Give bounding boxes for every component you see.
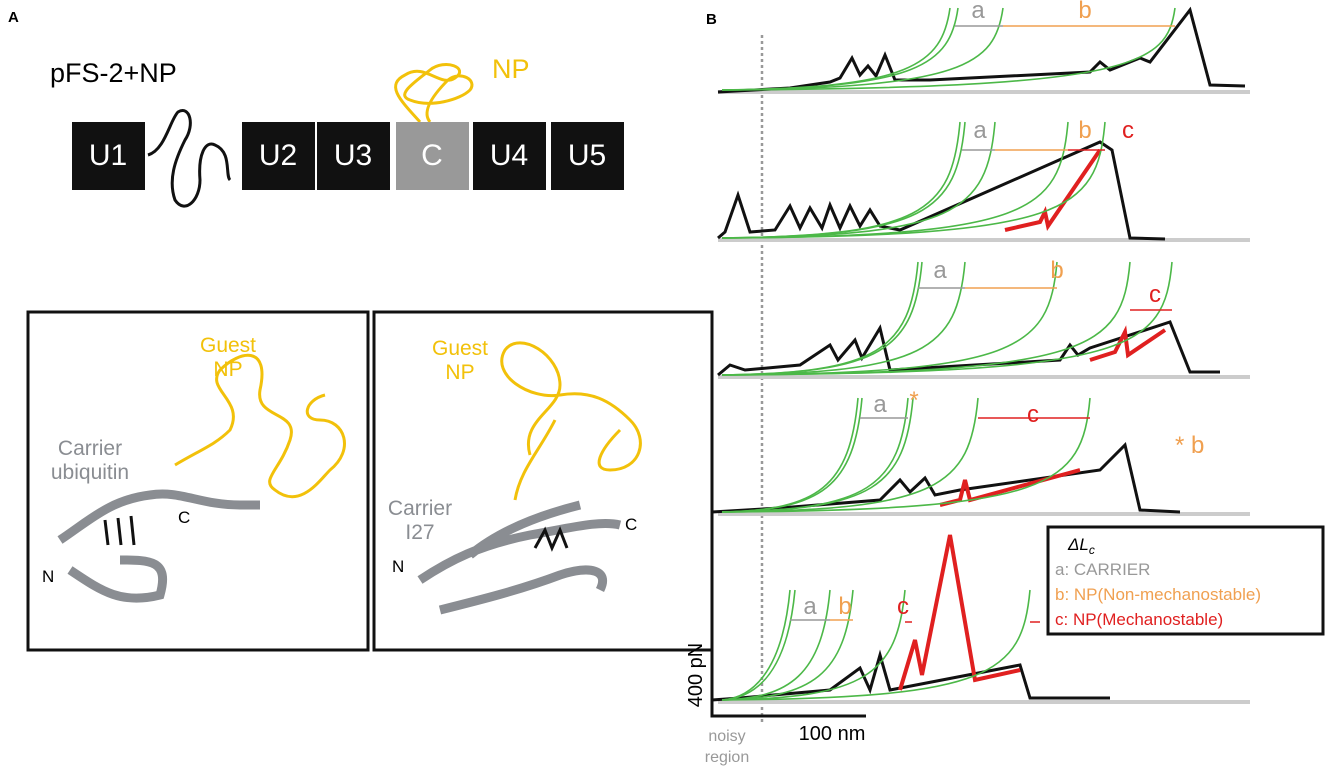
domain-label: U4: [490, 139, 528, 172]
domain-label: U5: [568, 139, 606, 172]
domain-label: U3: [334, 139, 372, 172]
i27-strands: [533, 526, 569, 552]
n-terminus: N: [42, 567, 54, 586]
wlc-fit: [721, 7, 1176, 91]
wlc-fit: [721, 589, 1031, 701]
delta-label: a: [873, 391, 887, 418]
guest-label: Guest: [432, 337, 488, 360]
structure-box: [26, 310, 370, 652]
structure-labels: GuestNPCarrierubiquitinNCGuestNPCarrierI…: [42, 334, 637, 586]
scale-bar: [710, 635, 866, 718]
guest-label: Guest: [200, 334, 256, 357]
wlc-fit: [721, 7, 1004, 91]
domain-chain: U1 U2 U3 C U4 U5: [72, 122, 624, 190]
delta-label: *: [909, 387, 918, 414]
mechanostable-segment: [1089, 325, 1167, 362]
mechanostable-segment: [898, 534, 1021, 691]
wlc-fit: [721, 261, 966, 376]
delta-label: a: [803, 593, 817, 620]
wlc-fit: [721, 397, 979, 513]
force-trace: [717, 140, 1166, 241]
domain-label: C: [421, 139, 443, 172]
noisy-label: noisy: [708, 728, 745, 745]
domain-box: [473, 122, 546, 190]
legend-title-main: ΔL: [1067, 535, 1089, 554]
panel-label: B: [706, 11, 717, 28]
wlc-fit: [721, 397, 1091, 513]
ubiquitin-ribbon: [57, 489, 260, 603]
n-terminus: N: [392, 557, 404, 576]
delta-label: c: [1149, 281, 1161, 308]
length-scale: 100 nm: [799, 723, 866, 745]
wlc-fit: [721, 589, 791, 701]
delta-label: a: [973, 117, 987, 144]
c-terminus: C: [625, 515, 637, 534]
wlc-fit: [721, 397, 914, 513]
force-trace: [717, 6, 1246, 94]
guest-label: NP: [445, 361, 474, 384]
domain-box: [551, 122, 624, 190]
domain-box: [72, 122, 145, 190]
wlc-fit: [721, 589, 906, 701]
construct-label: pFS-2+NP: [50, 58, 177, 88]
np-label: NP: [492, 54, 530, 84]
legend-title: ΔLc: [1067, 535, 1095, 557]
i27-ribbon: [417, 500, 622, 615]
domain-label: U2: [259, 139, 297, 172]
guest-np-chain: [174, 353, 346, 499]
legend-item: b: NP(Non-mechanostable): [1055, 585, 1261, 604]
carrier-label: I27: [405, 521, 434, 544]
wlc-fit: [721, 121, 1106, 239]
delta-label: c: [1122, 117, 1134, 144]
panel-label: A: [8, 9, 19, 26]
footnote: * b: [1175, 432, 1204, 459]
domain-label: U1: [89, 139, 127, 172]
delta-label: c: [897, 593, 909, 620]
force-trace: [711, 649, 1110, 702]
wlc-fit: [721, 589, 796, 701]
wlc-fit: [721, 589, 854, 701]
force-traces: a ba b ca bca *ca b c: [711, 0, 1250, 704]
delta-label: b: [1078, 0, 1091, 24]
guest-np-chain: [500, 341, 642, 501]
delta-label: a: [933, 257, 947, 284]
wlc-fit: [721, 261, 1173, 376]
domain-box: [317, 122, 390, 190]
carrier-label: Carrier: [388, 497, 452, 520]
wlc-fit: [721, 261, 923, 376]
delta-label: c: [1027, 401, 1039, 428]
delta-label: b: [1078, 117, 1091, 144]
delta-label: b: [1050, 257, 1063, 284]
mechanostable-segment: [939, 468, 1081, 507]
domain-box: [242, 122, 315, 190]
domain-box: [396, 122, 469, 190]
legend-item: a: CARRIER: [1055, 560, 1150, 579]
carrier-label: ubiquitin: [51, 461, 129, 484]
c-terminus: C: [178, 508, 190, 527]
noisy-label: region: [705, 749, 749, 766]
ubiquitin-strands: [103, 515, 136, 546]
guest-label: NP: [213, 358, 242, 381]
wlc-fit: [721, 397, 863, 513]
unfolded-linker: [147, 109, 232, 208]
delta-label: a: [971, 0, 985, 24]
force-trace: [717, 320, 1220, 377]
legend-item: c: NP(Mechanostable): [1055, 610, 1223, 629]
legend-box: [1046, 525, 1325, 636]
structure-box: [372, 310, 714, 652]
legend-title-sub: c: [1089, 543, 1095, 557]
wlc-fit: [721, 261, 1058, 376]
force-scale: 400 pN: [685, 643, 707, 708]
delta-label: b: [838, 593, 851, 620]
np-coil: [394, 63, 474, 124]
wlc-fit: [721, 397, 859, 513]
carrier-label: Carrier: [58, 437, 122, 460]
